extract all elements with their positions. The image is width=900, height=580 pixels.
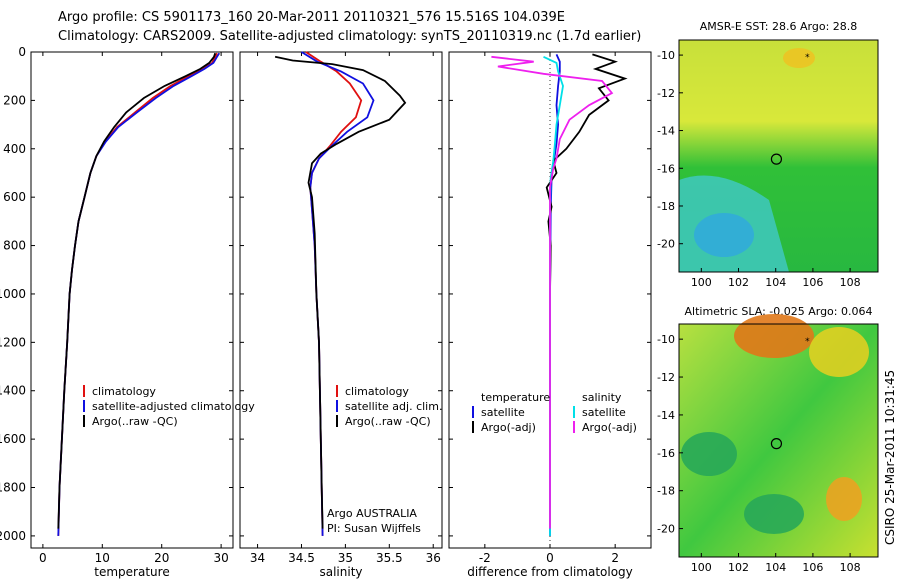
x-tick-label: 100 bbox=[691, 561, 712, 574]
high-anomaly bbox=[826, 477, 862, 521]
map-frame bbox=[678, 39, 879, 273]
legend-label: satellite-adjusted climatology bbox=[92, 400, 255, 413]
x-tick-label: 35.5 bbox=[376, 551, 403, 565]
y-tick-label: 2000 bbox=[0, 529, 26, 543]
map-mark: * bbox=[805, 337, 810, 347]
legend-label: Argo(..raw -QC) bbox=[92, 415, 178, 428]
annotation: PI: Susan Wijffels bbox=[327, 522, 421, 535]
y-tick-label: 600 bbox=[3, 190, 26, 204]
y-tick-label: -18 bbox=[657, 200, 675, 213]
series-line bbox=[491, 55, 614, 529]
x-tick-label: 100 bbox=[691, 276, 712, 289]
header-line-2: Climatology: CARS2009. Satellite-adjuste… bbox=[58, 29, 642, 44]
x-tick-label: 10 bbox=[95, 551, 110, 565]
y-tick-label: 1400 bbox=[0, 384, 26, 398]
y-tick-label: -10 bbox=[657, 333, 675, 346]
legend-label: climatology bbox=[345, 385, 409, 398]
x-tick-label: 104 bbox=[765, 561, 786, 574]
x-tick-label: 106 bbox=[802, 276, 823, 289]
high-anomaly bbox=[734, 314, 814, 358]
x-axis-label: difference from climatology bbox=[467, 565, 633, 579]
y-tick-label: -10 bbox=[657, 49, 675, 62]
legend-label: satellite adj. clim. bbox=[345, 400, 442, 413]
plot-frame bbox=[239, 51, 443, 549]
y-tick-label: -14 bbox=[657, 125, 675, 138]
x-tick-label: 0 bbox=[546, 551, 554, 565]
series-line bbox=[274, 55, 407, 529]
y-tick-label: 200 bbox=[3, 93, 26, 107]
x-tick-label: 34 bbox=[250, 551, 265, 565]
y-tick-label: 0 bbox=[18, 45, 26, 59]
legend-label: Argo(-adj) bbox=[481, 421, 536, 434]
x-tick-label: 34.5 bbox=[288, 551, 315, 565]
y-tick-label: -18 bbox=[657, 485, 675, 498]
x-tick-label: -2 bbox=[479, 551, 491, 565]
x-tick-label: 108 bbox=[840, 561, 861, 574]
legend-label: temperature bbox=[481, 391, 550, 404]
cold-patch bbox=[694, 213, 754, 257]
x-tick-label: 106 bbox=[802, 561, 823, 574]
x-tick-label: 30 bbox=[213, 551, 228, 565]
legend-label: satellite bbox=[481, 406, 525, 419]
legend-label: satellite bbox=[582, 406, 626, 419]
y-tick-label: 1200 bbox=[0, 335, 26, 349]
y-tick-label: -14 bbox=[657, 409, 675, 422]
x-axis-label: salinity bbox=[319, 565, 362, 579]
x-tick-label: 0 bbox=[39, 551, 47, 565]
y-tick-label: 1800 bbox=[0, 481, 26, 495]
x-tick-label: 108 bbox=[840, 276, 861, 289]
map-mark: * bbox=[805, 53, 810, 63]
map-title: AMSR-E SST: 28.6 Argo: 28.8 bbox=[700, 20, 858, 33]
y-tick-label: -20 bbox=[657, 523, 675, 536]
y-tick-label: 400 bbox=[3, 142, 26, 156]
legend-label: Argo(..raw -QC) bbox=[345, 415, 431, 428]
y-tick-label: 800 bbox=[3, 239, 26, 253]
series-line bbox=[57, 52, 217, 529]
x-axis-label: temperature bbox=[94, 565, 169, 579]
x-tick-label: 102 bbox=[728, 561, 749, 574]
plot-frame bbox=[30, 51, 234, 549]
argo-position-marker bbox=[770, 438, 783, 450]
low-anomaly bbox=[681, 432, 737, 476]
legend-label: climatology bbox=[92, 385, 156, 398]
map-frame bbox=[678, 323, 879, 558]
y-tick-label: -20 bbox=[657, 238, 675, 251]
argo-position-marker bbox=[770, 153, 783, 165]
low-anomaly bbox=[744, 494, 804, 534]
map-title: Altimetric SLA: -0.025 Argo: 0.064 bbox=[685, 305, 873, 318]
legend-label: Argo(-adj) bbox=[582, 421, 637, 434]
high-anomaly bbox=[809, 327, 869, 377]
x-tick-label: 20 bbox=[154, 551, 169, 565]
x-tick-label: 35 bbox=[338, 551, 353, 565]
y-tick-label: 1000 bbox=[0, 287, 26, 301]
y-tick-label: -12 bbox=[657, 87, 675, 100]
y-tick-label: -16 bbox=[657, 162, 675, 175]
legend-label: salinity bbox=[582, 391, 622, 404]
x-tick-label: 2 bbox=[611, 551, 619, 565]
x-tick-label: 36 bbox=[426, 551, 441, 565]
header-line-1: Argo profile: CS 5901173_160 20-Mar-2011… bbox=[58, 10, 566, 25]
y-tick-label: -12 bbox=[657, 371, 675, 384]
x-tick-label: 104 bbox=[765, 276, 786, 289]
y-tick-label: -16 bbox=[657, 447, 675, 460]
y-tick-label: 1600 bbox=[0, 432, 26, 446]
x-tick-label: 102 bbox=[728, 276, 749, 289]
annotation: Argo AUSTRALIA bbox=[327, 507, 417, 520]
warm-patch bbox=[783, 48, 815, 68]
